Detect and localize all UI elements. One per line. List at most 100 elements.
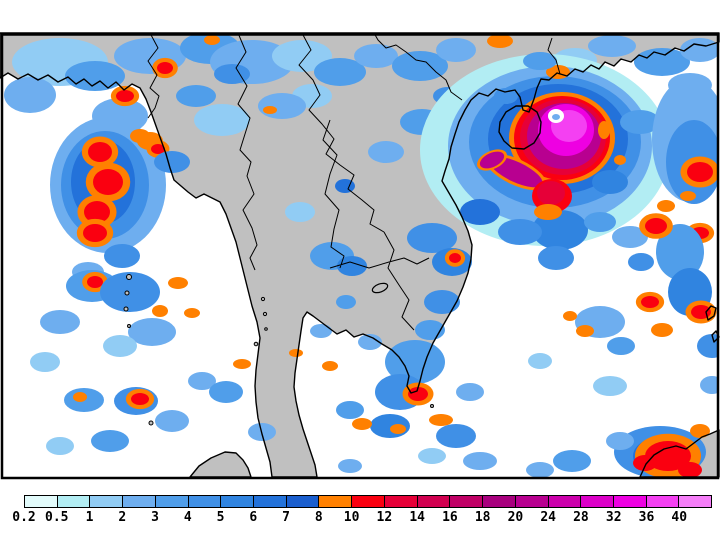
precip-cell [358,334,382,350]
colorbar-segment [580,496,613,507]
precip-cell [335,179,355,193]
precip-cell [337,256,367,276]
precip-cell [606,432,634,450]
colorbar-label: 20 [507,510,524,525]
precip-cell [46,437,74,455]
precip-cell [687,162,713,182]
precip-cell [155,410,189,432]
precip-cell [534,204,562,220]
precip-cell [436,424,476,448]
precip-cell [272,40,332,72]
precip-cell [88,142,112,162]
precip-cell [553,450,591,472]
precip-cell [103,335,137,357]
precip-cell [258,93,306,119]
precip-cell [680,191,696,201]
precip-cell [87,276,103,288]
precip-cell [338,459,362,473]
precip-cell [576,325,594,337]
precip-cell [436,38,476,62]
precip-cell [263,106,277,114]
precip-cell [598,121,610,139]
colorbar-label: 4 [183,510,192,525]
precip-cell [628,253,654,271]
precip-cell [392,51,448,81]
precip-cell [352,418,372,430]
precip-cell [538,246,574,270]
precip-cell [407,223,457,253]
lake-tonle-sap [371,282,389,294]
colorbar-label: 8 [314,510,323,525]
precip-cell [322,361,338,371]
colorbar-label: 36 [638,510,655,525]
precip-cell [552,114,560,120]
colorbar-label: 1 [85,510,94,525]
precip-cell [532,210,588,250]
precip-cell [612,226,648,248]
colorbar-segment [154,496,188,507]
precip-cell [4,77,56,113]
precip-cell [184,308,200,318]
precip-cell [523,52,557,70]
precip-cell [463,452,497,470]
colorbar-label: 0.5 [45,510,69,525]
colorbar-label: 6 [249,510,258,525]
precip-cell [336,401,364,419]
precip-cell [697,334,717,358]
precip-cell [188,372,216,390]
country-borders [147,32,561,331]
precip-cell [418,448,446,464]
precip-cell [157,62,173,74]
colorbar-label: 2 [118,510,127,525]
colorbar-label: 16 [442,510,458,525]
precip-cell [592,170,628,194]
precip-cell [620,110,660,134]
colorbar-segment [89,496,123,507]
precip-cell [65,61,125,91]
colorbar [24,495,712,508]
precip-cell [690,424,710,438]
colorbar-segment [122,496,155,507]
precip-cell [607,337,635,355]
precip-cell [30,352,60,372]
colorbar-segment [383,496,417,507]
map-frame-border [0,33,720,480]
precip-cell [390,424,406,434]
precip-cell [460,199,500,225]
precip-cell [285,202,315,222]
precip-cell [154,151,190,173]
colorbar-label: 14 [409,510,425,525]
precip-cell [354,44,398,68]
precip-cell [204,35,220,45]
colorbar-segment [253,496,286,507]
precip-cell [645,218,667,234]
colorbar-label: 7 [282,510,291,525]
colorbar-segment [482,496,515,507]
colorbar-label: 40 [671,510,688,525]
precip-cell [233,359,251,369]
precip-cell [83,224,107,242]
precip-cell [100,272,160,312]
precip-cell [104,244,140,268]
colorbar-segment [187,496,221,507]
precip-cell [168,277,188,289]
precip-cell [633,455,657,471]
precip-cell [93,169,123,195]
colorbar-segment [351,496,384,507]
precip-cell [84,201,110,223]
precip-cell [424,290,460,314]
colorbar-segment [56,496,90,507]
precip-cell [678,462,702,477]
precip-cell [368,141,404,163]
precip-cell [487,35,513,48]
precip-cell [209,381,243,403]
precip-cell [73,392,87,402]
colorbar-label: 32 [605,510,622,525]
precip-cell [634,48,690,76]
precip-cell [128,318,176,346]
colorbar-segment [645,496,679,507]
precip-cell [691,305,711,319]
colorbar-label: 12 [376,510,393,525]
